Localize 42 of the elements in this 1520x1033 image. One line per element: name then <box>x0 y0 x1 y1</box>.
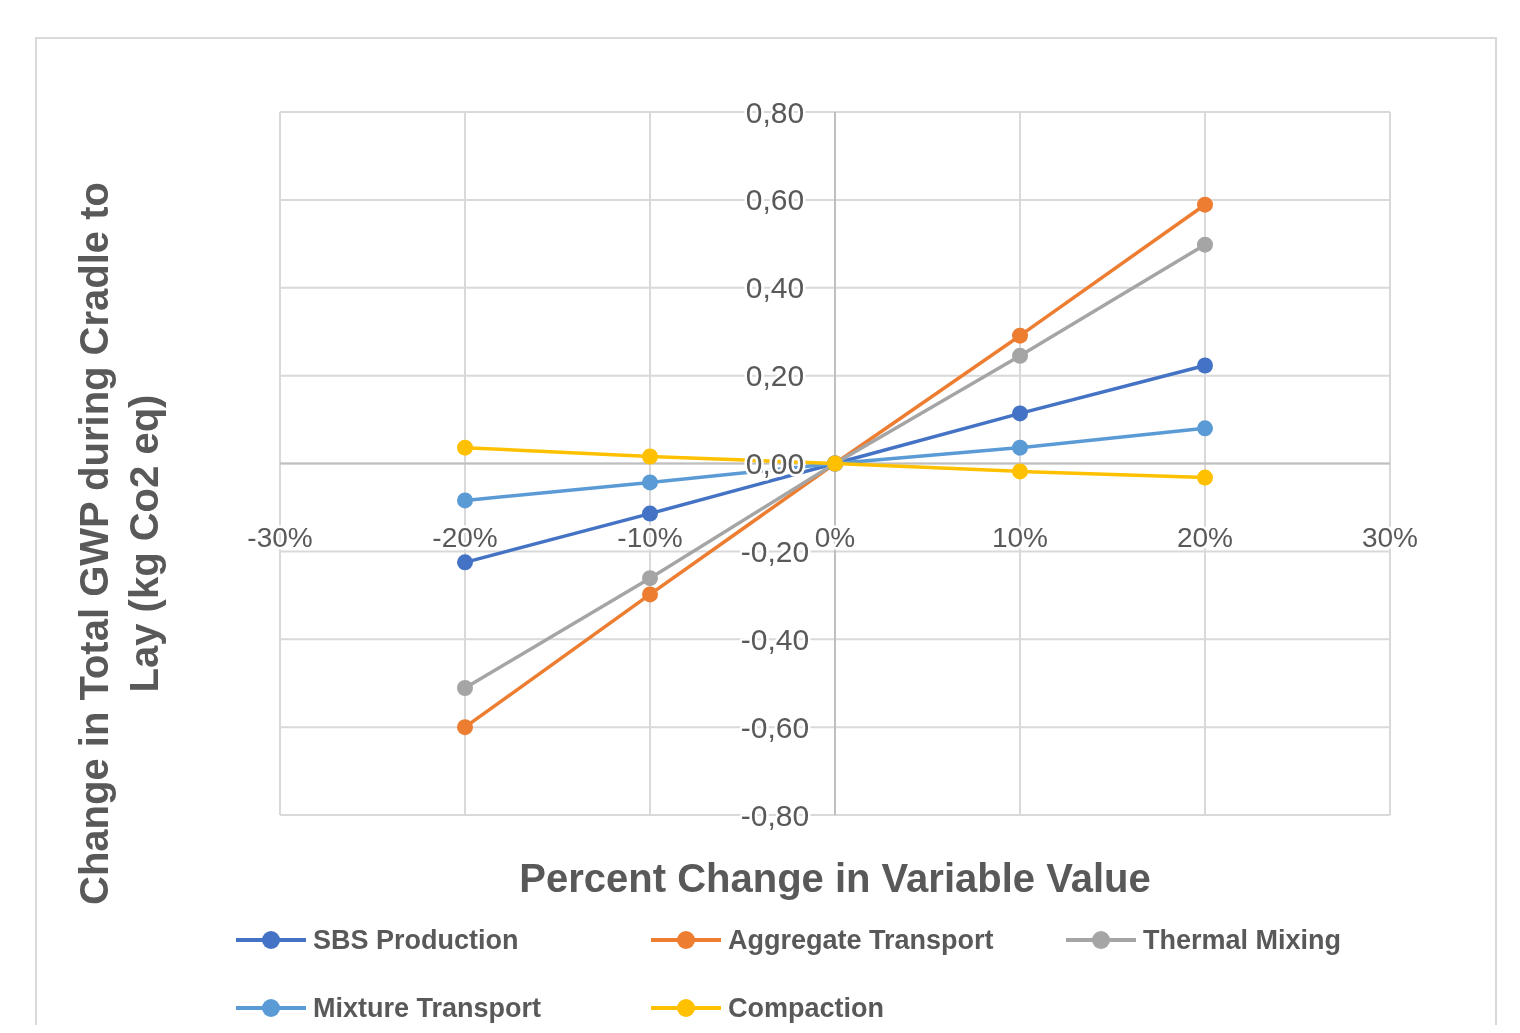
y-tick-label: 0,40 <box>745 271 805 305</box>
y-axis-title: Change in Total GWP during Cradle to Lay (kg Co2 eq) <box>72 182 166 905</box>
point <box>1012 347 1028 364</box>
point <box>1197 469 1213 486</box>
point <box>1197 357 1213 374</box>
x-tick-label: 0% <box>814 521 856 553</box>
point <box>1197 420 1213 437</box>
y-tick-label: -0,80 <box>740 798 810 832</box>
y-tick-label: -0,20 <box>740 534 810 568</box>
point <box>642 448 658 465</box>
y-tick-label: -0,40 <box>740 622 810 656</box>
legend-label: Mixture Transport <box>313 993 542 1024</box>
point <box>1197 196 1213 213</box>
y-tick-label: 0,60 <box>745 183 805 217</box>
point <box>1012 439 1028 456</box>
point <box>457 439 473 456</box>
x-axis-title: Percent Change in Variable Value <box>519 856 1151 900</box>
point <box>642 586 658 603</box>
point <box>642 570 658 587</box>
point <box>457 719 473 736</box>
x-tick-label: -10% <box>617 521 683 553</box>
point <box>642 474 658 491</box>
x-tick-label: 10% <box>991 521 1049 553</box>
legend-label: SBS Production <box>313 925 519 956</box>
point <box>1012 327 1028 344</box>
point <box>642 505 658 522</box>
point <box>457 680 473 697</box>
y-tick-label: 0,80 <box>745 95 805 129</box>
point <box>457 554 473 571</box>
point <box>457 492 473 509</box>
y-tick-label: 0,20 <box>745 359 805 393</box>
x-tick-label: -30% <box>247 521 313 553</box>
point <box>1012 463 1028 480</box>
x-tick-label: 20% <box>1176 521 1234 553</box>
legend-label: Thermal Mixing <box>1143 925 1342 956</box>
x-tick-label: -20% <box>432 521 498 553</box>
point <box>1012 405 1028 422</box>
legend-label: Compaction <box>728 993 885 1024</box>
y-tick-label: -0,60 <box>740 710 810 744</box>
legend-label: Aggregate Transport <box>728 925 994 956</box>
x-tick-label: 30% <box>1361 521 1419 553</box>
point <box>1197 236 1213 253</box>
